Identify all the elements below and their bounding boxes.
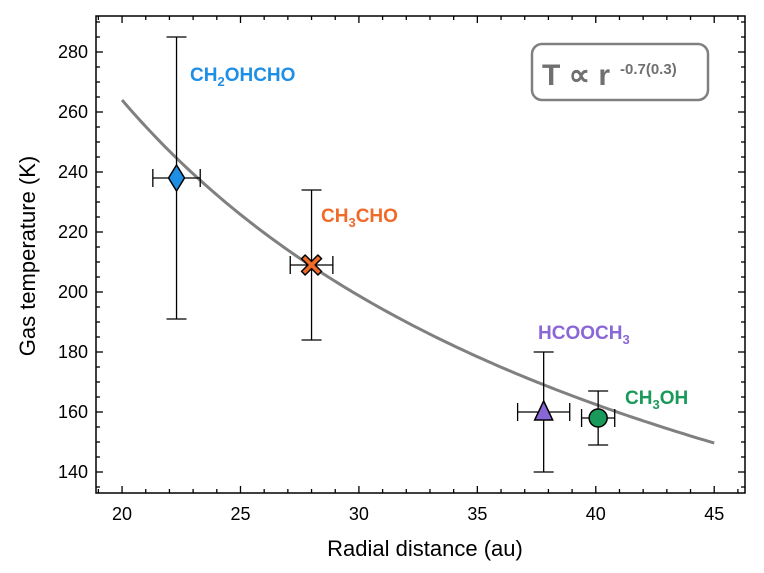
y-tick-label: 240 <box>58 162 88 182</box>
fit-law-frame <box>530 42 710 102</box>
y-tick-label: 220 <box>58 222 88 242</box>
y-axis-title: Gas temperature (K) <box>15 156 40 357</box>
x-tick-label: 25 <box>230 504 250 524</box>
marker-triangle <box>533 399 554 421</box>
molecule-label: HCOOCH3 <box>538 323 630 347</box>
y-tick-label: 260 <box>58 102 88 122</box>
marker-circle <box>588 408 608 428</box>
y-tick-label: 180 <box>58 342 88 362</box>
marker-diamond <box>167 163 186 193</box>
fit-law-main: T ∝ r <box>542 59 610 92</box>
data-point-ch3cho: CH3CHO <box>289 189 398 341</box>
x-tick-label: 45 <box>704 504 724 524</box>
x-tick-label: 30 <box>349 504 369 524</box>
data-point-ch2ohcho: CH2OHCHO <box>152 36 295 320</box>
x-tick-label: 40 <box>586 504 606 524</box>
fit-curve <box>120 99 715 445</box>
data-point-hcooch3: HCOOCH3 <box>516 323 630 473</box>
y-tick-label: 160 <box>58 402 88 422</box>
x-tick-label: 35 <box>467 504 487 524</box>
plot-frame <box>95 15 746 494</box>
marker-x <box>300 254 323 276</box>
molecule-label: CH2OHCHO <box>190 65 295 89</box>
data-point-ch3oh: CH3OH <box>580 388 688 446</box>
y-tick-label: 200 <box>58 282 88 302</box>
molecule-label: CH3OH <box>625 388 688 412</box>
y-tick-label: 280 <box>58 42 88 62</box>
y-tick-label: 140 <box>58 462 88 482</box>
fit-law-box: T ∝ r -0.7(0.3) <box>530 42 710 102</box>
fit-law-exponent: -0.7(0.3) <box>620 61 677 78</box>
molecule-label: CH3CHO <box>321 206 398 230</box>
x-axis-title: Radial distance (au) <box>327 536 523 561</box>
x-tick-label: 20 <box>112 504 132 524</box>
